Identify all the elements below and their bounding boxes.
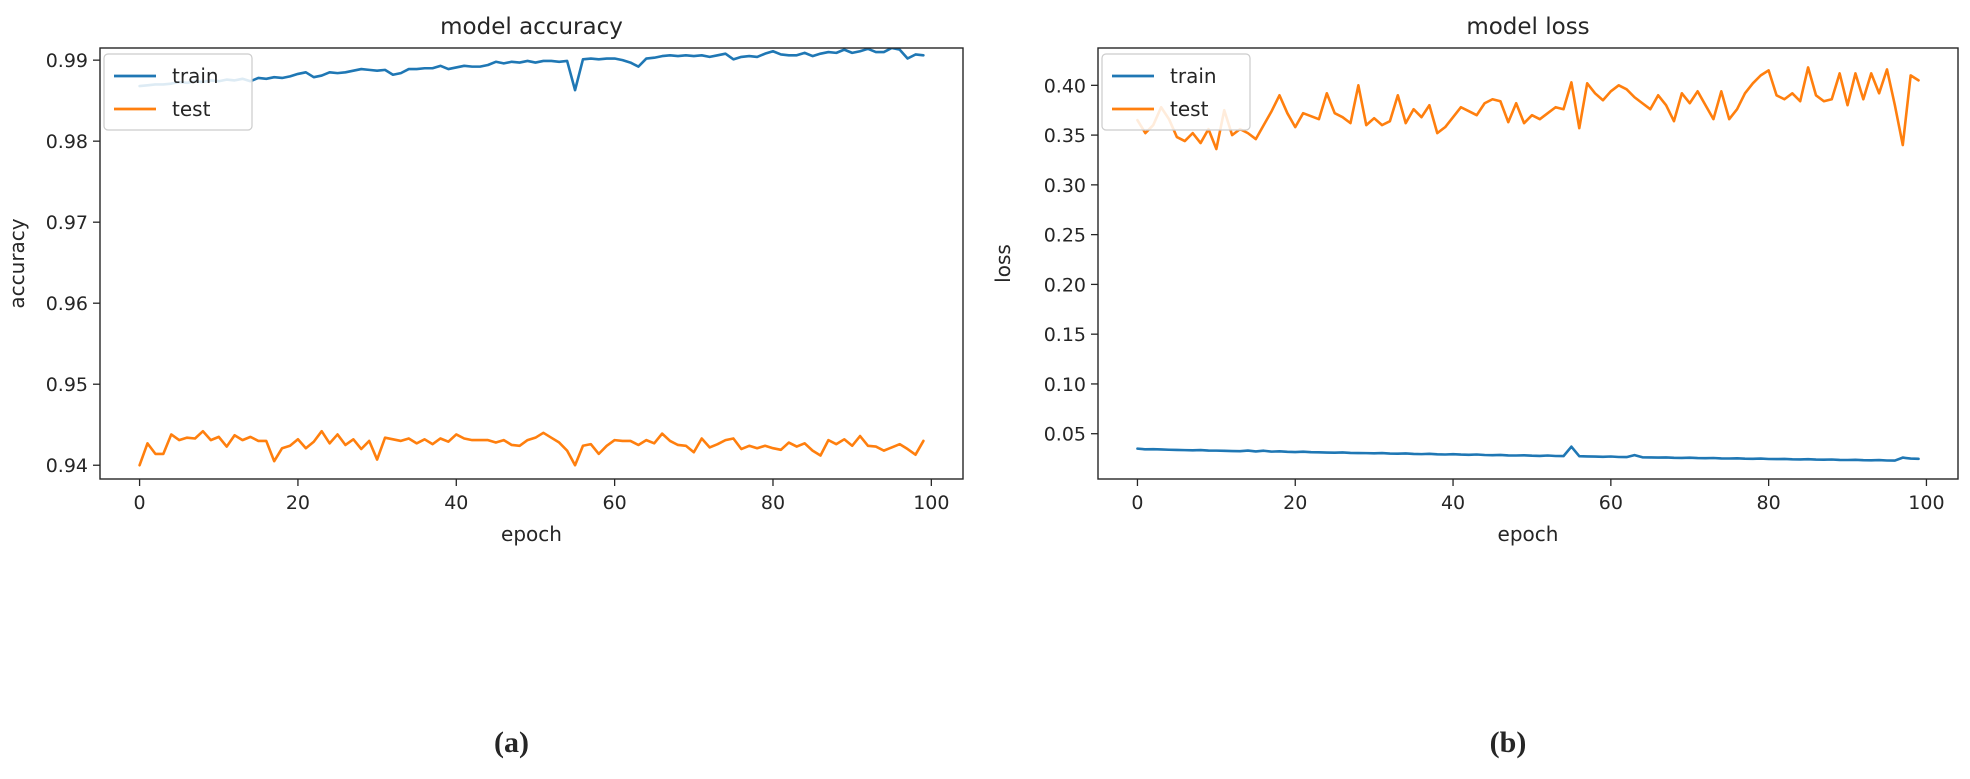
x-axis-label: epoch [1498,522,1559,546]
x-tick-label: 40 [1441,492,1465,514]
y-axis-label: loss [991,244,1015,283]
legend-box [1101,53,1251,131]
y-tick-label: 0.30 [1044,175,1086,197]
chart-panel-1: 0 20 40 60 80 100 0.94 0.95 0.96 0.97 0.98 0.99 mode… [5,14,964,759]
legend-box [103,53,253,131]
y-tick-label: 0.96 [46,293,88,315]
y-tick-label: 0.98 [46,131,88,153]
legend: train test [103,53,253,131]
panel-label: (b) [1490,726,1527,759]
series-line-test [1136,66,1920,151]
x-tick-label: 80 [761,492,785,514]
legend-label-test: test [172,97,211,121]
x-axis-label: epoch [501,522,562,546]
x-tick-label: 20 [286,492,310,514]
x-tick-label: 100 [1908,492,1944,514]
panel-label: (a) [494,726,529,759]
y-tick-label: 0.15 [1044,324,1086,346]
series-line-train [138,48,925,92]
x-tick-label: 100 [913,492,949,514]
y-tick-label: 0.20 [1044,274,1086,296]
x-tick-label: 0 [1131,492,1143,514]
series-line-test [138,429,925,467]
x-tick-label: 60 [1599,492,1623,514]
plot-frame [1097,47,1959,480]
y-tick-label: 0.05 [1044,424,1086,446]
legend-label-train: train [1170,64,1217,88]
x-tick-label: 20 [1283,492,1307,514]
y-tick-label: 0.25 [1044,225,1086,247]
legend-label-train: train [172,64,219,88]
x-tick-label: 60 [603,492,627,514]
plot-frame [99,47,964,480]
y-tick-label: 0.94 [46,455,88,477]
legend-label-test: test [1170,97,1209,121]
y-tick-label: 0.97 [46,212,88,234]
x-tick-label: 0 [134,492,146,514]
y-tick-label: 0.95 [46,374,88,396]
chart-title: model loss [1466,14,1589,40]
chart-title: model accuracy [440,14,623,40]
series-line-train [1136,445,1920,462]
chart-panel-2: 0 20 40 60 80 100 0.05 0.10 0.15 0.20 0.25 0.30 0.35… [991,14,1959,759]
y-tick-label: 0.10 [1044,374,1086,396]
y-axis-label: accuracy [5,218,29,308]
y-tick-label: 0.99 [46,50,88,72]
y-tick-label: 0.40 [1044,75,1086,97]
x-tick-label: 80 [1757,492,1781,514]
x-tick-label: 40 [444,492,468,514]
legend: train test [1101,53,1251,131]
y-tick-label: 0.35 [1044,125,1086,147]
